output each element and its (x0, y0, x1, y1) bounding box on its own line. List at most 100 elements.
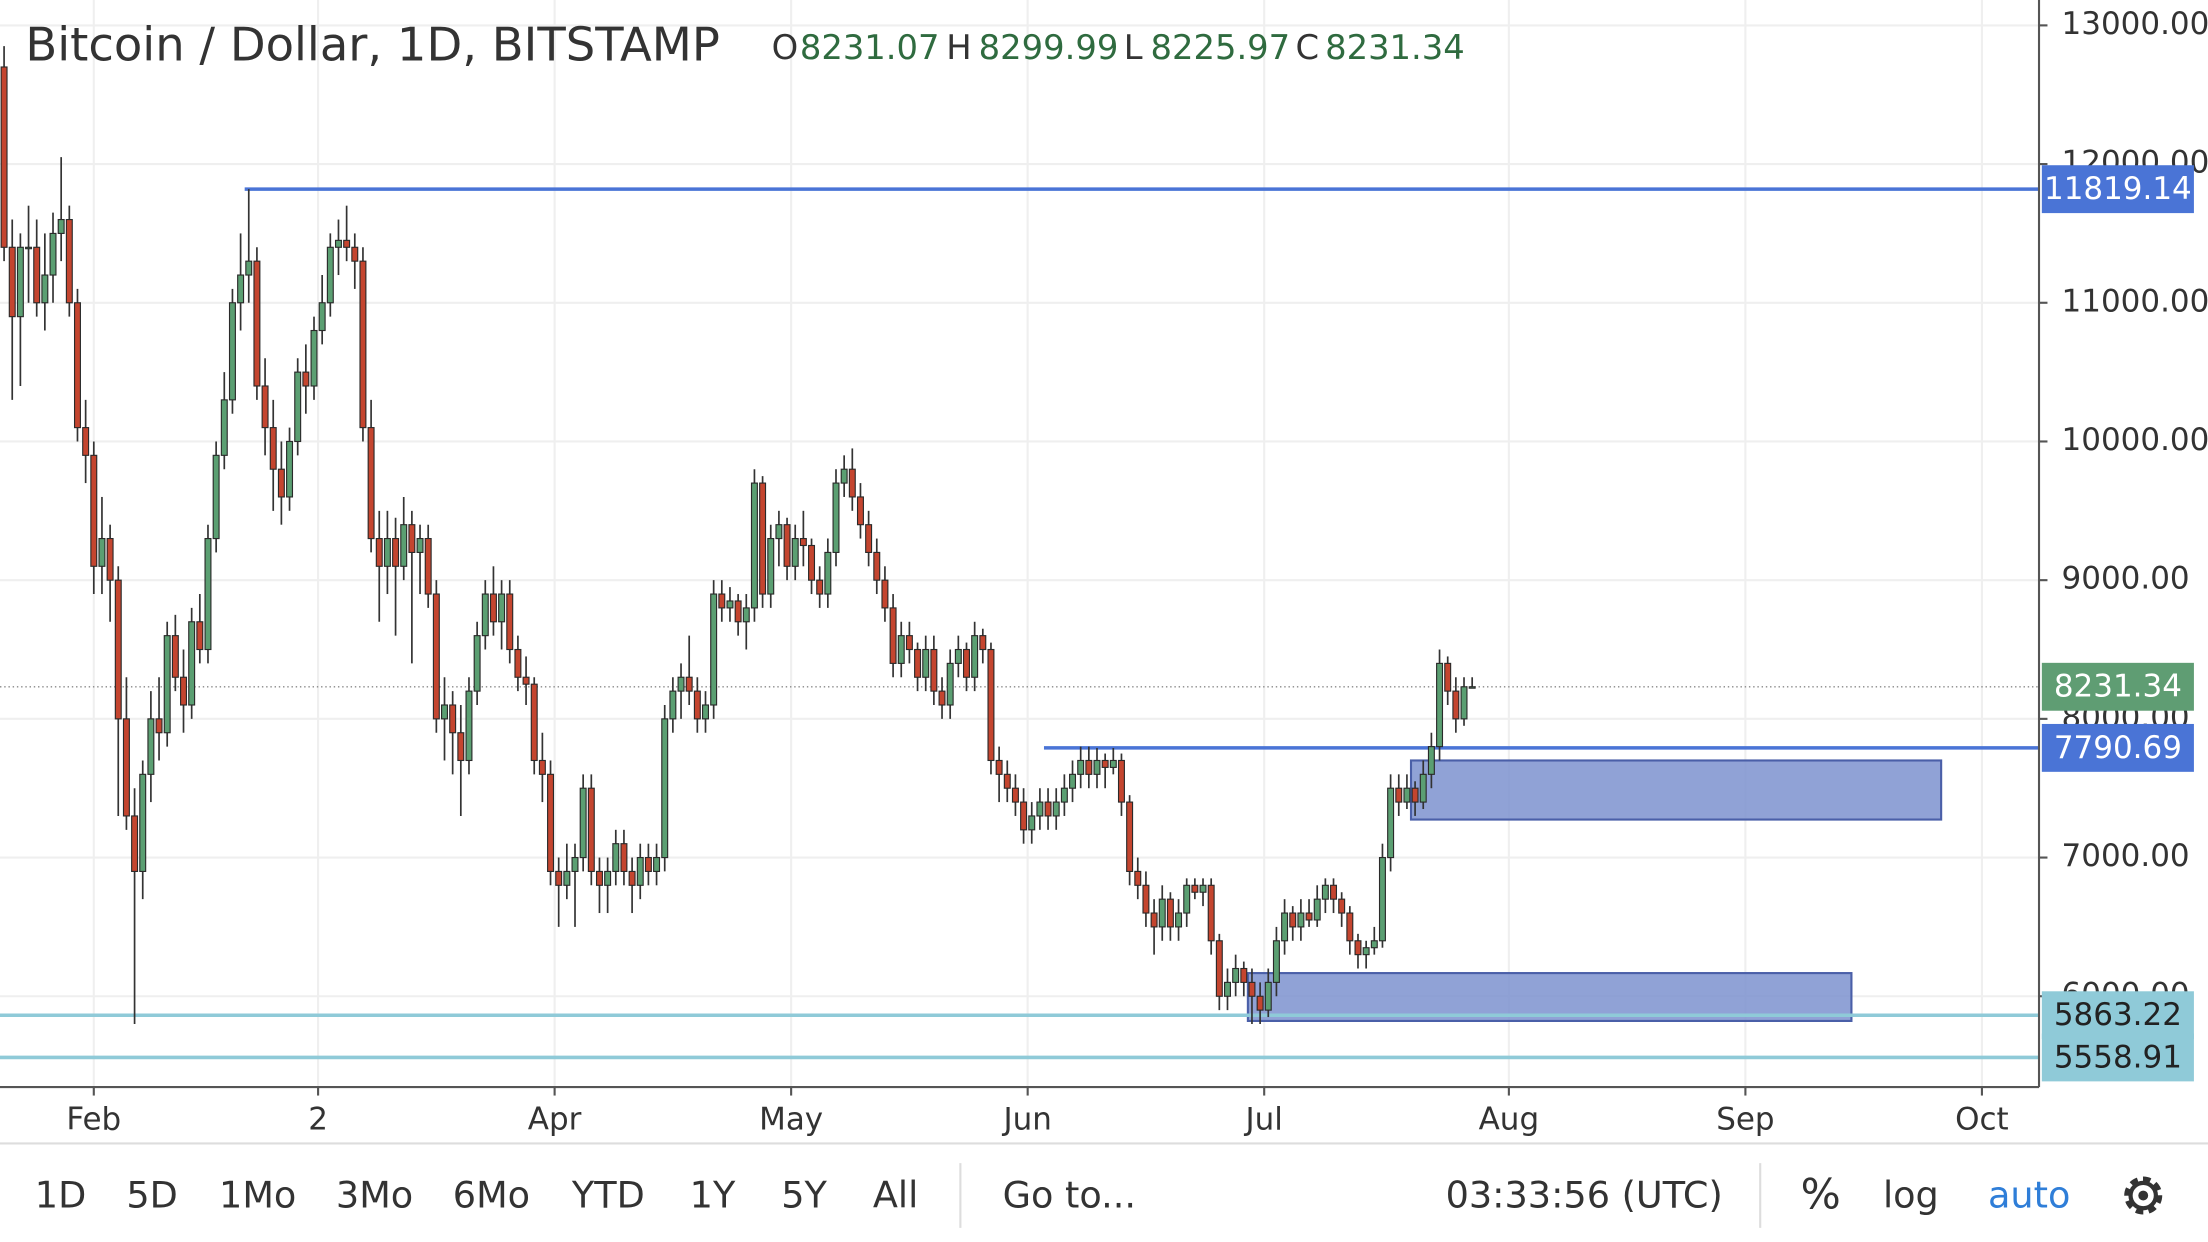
range-button[interactable]: 1D (35, 1173, 86, 1216)
ohlc-legend: O 8231.07 H 8299.99 L 8225.97 C 8231.34 (772, 28, 1465, 67)
scale-option[interactable]: auto (1988, 1173, 2070, 1216)
candle-body (1264, 981, 1272, 1011)
candle-body (1444, 662, 1452, 692)
candle-body (759, 482, 767, 595)
candle-body (1346, 912, 1354, 942)
ohlc-label: H (946, 28, 971, 67)
candle-body (1370, 940, 1378, 949)
candle-body (718, 593, 726, 609)
candle-body (547, 773, 555, 872)
candle-body (25, 246, 33, 250)
candle-body (1036, 801, 1044, 817)
price-badge (2041, 1033, 2194, 1082)
candle-body (571, 856, 579, 872)
candle-body (848, 468, 856, 498)
gear-hub (2138, 1190, 2149, 1201)
candle-body (669, 690, 677, 720)
candle-body (359, 260, 367, 429)
price-badge-label: 5863.22 (2054, 997, 2182, 1033)
candle-body (163, 635, 171, 734)
candle-body (1142, 884, 1150, 914)
candle-body (1109, 759, 1117, 768)
range-button[interactable]: 1Mo (219, 1173, 296, 1216)
candle-body (1313, 898, 1321, 921)
candle-body (489, 593, 497, 623)
y-tick-label: 13000.00 (2062, 6, 2208, 42)
candle-body (1362, 947, 1370, 956)
range-button[interactable]: All (873, 1173, 918, 1216)
candle-body (204, 537, 212, 651)
candle-body (832, 482, 840, 553)
candle-body (538, 759, 546, 775)
range-button[interactable]: 5Y (781, 1173, 827, 1216)
candle-body (1411, 787, 1419, 803)
candle-body (481, 593, 489, 637)
ohlc-value: 8225.97 (1150, 28, 1290, 67)
candle-body (41, 274, 49, 304)
range-button[interactable]: YTD (571, 1173, 645, 1216)
candle-body (0, 66, 8, 248)
candle-body (1395, 787, 1403, 803)
candle-body (1419, 773, 1427, 803)
price-badge-label: 11819.14 (2044, 171, 2192, 207)
candle-body (400, 524, 408, 567)
candle-body (1060, 787, 1068, 803)
candle-body (408, 524, 416, 553)
candle-body (799, 537, 807, 547)
settings-icon[interactable] (2124, 1176, 2163, 1215)
candle-body (791, 537, 799, 567)
candle-body (653, 856, 661, 872)
candle-body (90, 454, 98, 567)
candle-body (987, 648, 995, 762)
range-button[interactable]: 5D (126, 1173, 177, 1216)
candle-body (693, 690, 701, 720)
candle-body (962, 648, 970, 678)
candle-body (1085, 759, 1093, 775)
candle-body (261, 385, 269, 429)
candle-body (710, 593, 718, 706)
candle-body (82, 427, 90, 456)
candle-body (1020, 801, 1028, 831)
candle-body (383, 537, 391, 567)
scale-option[interactable]: log (1883, 1173, 1939, 1216)
goto-button[interactable]: Go to... (1003, 1173, 1136, 1216)
candle-body (897, 635, 905, 664)
candle-body (253, 260, 261, 387)
candle-body (1281, 912, 1289, 942)
x-tick-label: Feb (66, 1101, 121, 1137)
clock[interactable]: 03:33:56 (UTC) (1446, 1173, 1723, 1216)
candle-body (677, 676, 685, 692)
price-badges: 11819.14 8231.34 7790.69 5863.22 5558.91 (2041, 165, 2194, 1082)
candle-body (840, 468, 848, 484)
candle-body (180, 676, 188, 706)
price-badge-label: 7790.69 (2054, 730, 2182, 766)
gear-ring (2128, 1180, 2159, 1211)
plot (0, 46, 2040, 1060)
range-button[interactable]: 6Mo (453, 1173, 530, 1216)
candle-body (775, 524, 783, 540)
candle-body (702, 704, 710, 720)
price-badge (2041, 165, 2194, 214)
x-tick-label: May (759, 1101, 823, 1137)
ohlc-label: O (772, 28, 799, 67)
candle-body (375, 537, 383, 567)
candle-body (620, 843, 628, 872)
price-badge-label: 8231.34 (2054, 669, 2182, 705)
candle-body (1011, 787, 1019, 803)
candle-body (1321, 884, 1329, 900)
range-button[interactable]: 3Mo (336, 1173, 413, 1216)
candle-body (73, 302, 81, 429)
candle-body (636, 856, 644, 886)
grid (0, 0, 2040, 1088)
range-button[interactable]: 1Y (690, 1173, 736, 1216)
candle-body (147, 718, 155, 775)
candle-body (277, 468, 285, 498)
scale-option[interactable]: % (1801, 1169, 1841, 1218)
candle-body (889, 607, 897, 664)
candle-body (1207, 884, 1215, 942)
candle-body (1183, 884, 1191, 914)
candle-body (914, 648, 922, 678)
candle-body (49, 232, 57, 276)
candle-body (318, 302, 326, 332)
candle-body (595, 870, 603, 886)
